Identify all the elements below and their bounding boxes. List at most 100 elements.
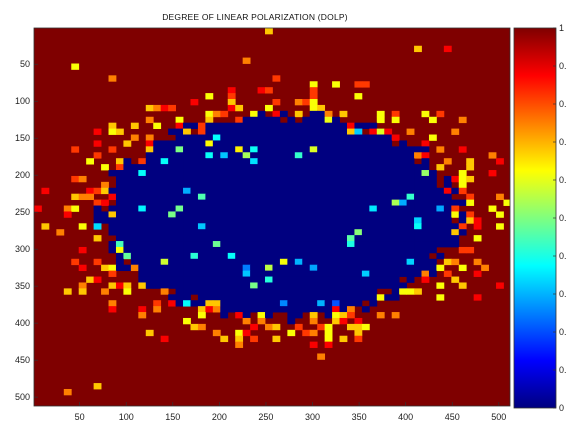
heatmap-cell bbox=[272, 170, 281, 177]
heatmap-cell bbox=[190, 235, 199, 242]
heatmap-cell bbox=[324, 276, 333, 283]
heatmap-cell bbox=[414, 164, 422, 171]
heatmap-cell bbox=[376, 211, 385, 218]
heatmap-cell bbox=[436, 223, 445, 230]
heatmap-cell bbox=[354, 199, 363, 206]
heatmap-cell bbox=[205, 181, 214, 189]
heatmap-cell bbox=[183, 246, 191, 254]
heatmap-cell bbox=[250, 229, 258, 236]
heatmap-cell bbox=[376, 217, 385, 224]
heatmap-cell bbox=[317, 122, 326, 129]
heatmap-cell bbox=[227, 181, 236, 189]
heatmap-cell bbox=[115, 211, 124, 218]
heatmap-cell bbox=[317, 300, 326, 307]
heatmap-cell bbox=[369, 258, 378, 266]
heatmap-cell bbox=[443, 199, 452, 206]
heatmap-cell bbox=[369, 223, 378, 230]
heatmap-cell bbox=[414, 241, 422, 248]
heatmap-cell bbox=[242, 128, 251, 135]
heatmap-cell bbox=[227, 252, 236, 260]
heatmap-cell bbox=[339, 152, 348, 159]
heatmap-cell bbox=[108, 193, 117, 201]
heatmap-cell bbox=[250, 258, 258, 266]
heatmap-cell bbox=[205, 306, 214, 313]
heatmap-cell bbox=[101, 264, 109, 272]
heatmap-cell bbox=[428, 175, 437, 183]
heatmap-cell bbox=[354, 122, 363, 129]
heatmap-cell bbox=[212, 175, 221, 183]
heatmap-cell bbox=[227, 122, 236, 129]
heatmap-cell bbox=[361, 252, 370, 260]
heatmap-cell bbox=[197, 170, 206, 177]
heatmap-cell bbox=[138, 246, 147, 254]
heatmap-cell bbox=[287, 246, 296, 254]
heatmap-cell bbox=[123, 193, 132, 201]
heatmap-cell bbox=[160, 241, 169, 248]
heatmap-cell bbox=[205, 300, 214, 307]
heatmap-cell bbox=[369, 276, 378, 283]
heatmap-cell bbox=[242, 211, 251, 218]
y-tick-label: 300 bbox=[15, 244, 30, 254]
heatmap-cell bbox=[257, 152, 266, 159]
heatmap-cell bbox=[138, 217, 147, 224]
heatmap-cell bbox=[101, 164, 109, 171]
heatmap-cell bbox=[197, 323, 206, 331]
heatmap-cell bbox=[332, 270, 340, 277]
heatmap-cell bbox=[175, 134, 184, 141]
heatmap-cell bbox=[399, 258, 407, 266]
heatmap-cell bbox=[421, 193, 430, 201]
heatmap-cell bbox=[302, 235, 311, 242]
heatmap-cell bbox=[391, 294, 400, 301]
heatmap-cell bbox=[332, 134, 340, 141]
heatmap-cell bbox=[287, 317, 296, 325]
heatmap-cell bbox=[317, 246, 326, 254]
heatmap-cell bbox=[376, 264, 385, 272]
heatmap-cell bbox=[473, 235, 482, 242]
heatmap-cell bbox=[324, 170, 333, 177]
heatmap-cell bbox=[212, 146, 221, 153]
heatmap-cell bbox=[376, 205, 385, 212]
heatmap-cell bbox=[369, 199, 378, 206]
heatmap-cell bbox=[242, 146, 251, 153]
heatmap-cell bbox=[332, 317, 340, 325]
heatmap-cell bbox=[205, 270, 214, 277]
heatmap-cell bbox=[391, 134, 400, 141]
heatmap-cell bbox=[339, 211, 348, 218]
heatmap-cell bbox=[332, 312, 340, 319]
heatmap-cell bbox=[346, 235, 355, 242]
heatmap-cell bbox=[212, 294, 221, 301]
heatmap-cell bbox=[399, 270, 407, 277]
heatmap-cell bbox=[309, 252, 318, 260]
heatmap-cell bbox=[339, 175, 348, 183]
heatmap-cell bbox=[175, 258, 184, 266]
heatmap-cell bbox=[332, 211, 340, 218]
heatmap-cell bbox=[384, 205, 393, 212]
heatmap-cell bbox=[212, 235, 221, 242]
heatmap-cell bbox=[93, 128, 102, 135]
heatmap-cell bbox=[309, 211, 318, 218]
heatmap-cell bbox=[406, 175, 415, 183]
heatmap-cell bbox=[205, 282, 214, 289]
heatmap-cell bbox=[227, 164, 236, 171]
heatmap-cell bbox=[451, 235, 460, 242]
heatmap-cell bbox=[391, 211, 400, 218]
heatmap-cell bbox=[227, 158, 236, 165]
heatmap-cell bbox=[346, 193, 355, 201]
heatmap-cell bbox=[391, 187, 400, 195]
heatmap-cell bbox=[272, 134, 281, 141]
heatmap-cell bbox=[123, 199, 132, 206]
heatmap-cell bbox=[376, 181, 385, 189]
heatmap-cell bbox=[309, 246, 318, 254]
heatmap-cell bbox=[361, 170, 370, 177]
heatmap-cell bbox=[451, 199, 460, 206]
heatmap-cell bbox=[458, 282, 467, 289]
heatmap-cell bbox=[384, 187, 393, 195]
heatmap-cell bbox=[332, 81, 340, 88]
heatmap-cell bbox=[361, 294, 370, 301]
heatmap-cell bbox=[138, 235, 147, 242]
heatmap-cell bbox=[235, 329, 244, 337]
heatmap-cell bbox=[287, 288, 296, 295]
chart-title: DEGREE OF LINEAR POLARIZATION (DOLP) bbox=[162, 12, 348, 22]
heatmap-cell bbox=[332, 128, 340, 135]
x-tick-label: 300 bbox=[305, 412, 320, 422]
